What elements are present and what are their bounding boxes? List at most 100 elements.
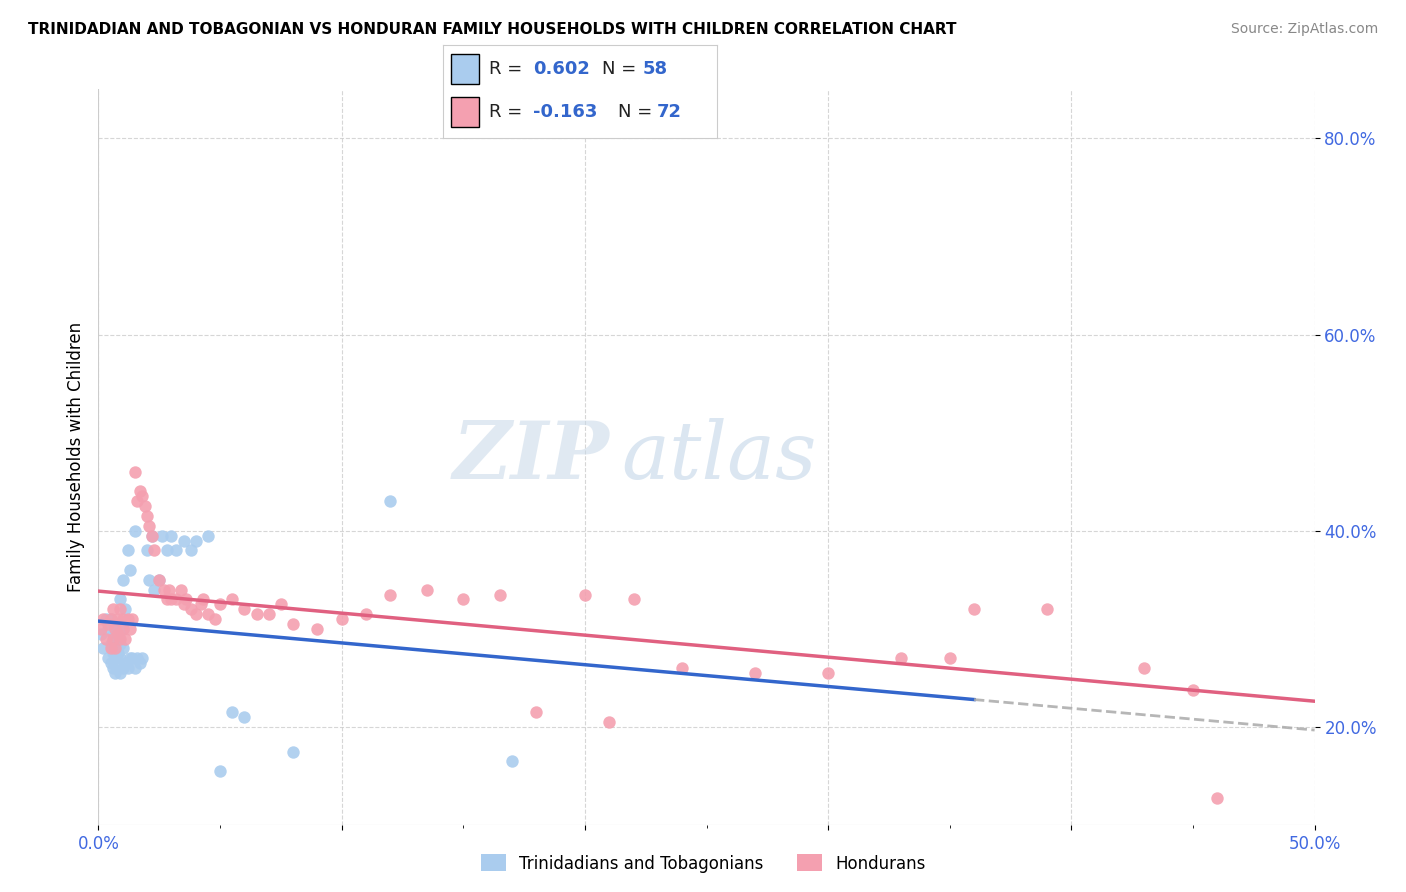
Point: [939, 651, 962, 665]
Point: [191, 592, 214, 607]
Point: [107, 632, 129, 646]
Point: [574, 587, 596, 601]
Point: [104, 622, 127, 636]
Text: 0.602: 0.602: [533, 60, 591, 78]
Point: [94, 612, 117, 626]
Point: [107, 646, 129, 660]
Point: [118, 651, 141, 665]
Point: [104, 641, 127, 656]
Point: [890, 651, 912, 665]
Point: [488, 587, 510, 601]
Point: [307, 622, 329, 636]
Point: [1036, 602, 1059, 616]
Point: [111, 622, 134, 636]
Point: [110, 632, 132, 646]
Point: [141, 528, 163, 542]
Point: [104, 665, 127, 680]
Point: [197, 528, 219, 542]
Point: [416, 582, 439, 597]
Point: [744, 665, 766, 680]
Point: [111, 622, 134, 636]
FancyBboxPatch shape: [451, 54, 478, 84]
Point: [281, 617, 304, 632]
Point: [209, 598, 232, 612]
Point: [184, 533, 207, 548]
Point: [121, 651, 143, 665]
Point: [101, 602, 124, 616]
Point: [160, 592, 183, 607]
Point: [155, 592, 177, 607]
Point: [524, 706, 547, 720]
Point: [150, 528, 173, 542]
Point: [117, 612, 139, 626]
Point: [1206, 790, 1229, 805]
Point: [170, 582, 193, 597]
Point: [380, 494, 402, 508]
Point: [281, 744, 304, 758]
Point: [110, 651, 132, 665]
Point: [101, 661, 124, 675]
Legend: Trinidadians and Tobagonians, Hondurans: Trinidadians and Tobagonians, Hondurans: [474, 847, 932, 880]
Point: [111, 573, 134, 587]
Point: [131, 651, 153, 665]
Point: [165, 592, 187, 607]
Text: 58: 58: [643, 60, 668, 78]
Point: [138, 519, 160, 533]
Point: [153, 582, 176, 597]
Point: [117, 543, 139, 558]
Point: [817, 665, 839, 680]
Point: [221, 706, 243, 720]
Point: [101, 632, 124, 646]
Point: [124, 524, 146, 538]
Point: [110, 665, 132, 680]
Text: 72: 72: [657, 103, 682, 121]
Point: [174, 592, 197, 607]
Point: [104, 651, 127, 665]
Point: [117, 661, 139, 675]
Point: [107, 617, 129, 632]
FancyBboxPatch shape: [451, 97, 478, 127]
Text: R =: R =: [489, 60, 529, 78]
Point: [136, 508, 159, 523]
Point: [671, 661, 693, 675]
Point: [380, 587, 402, 601]
Y-axis label: Family Households with Children: Family Households with Children: [66, 322, 84, 592]
Point: [127, 494, 149, 508]
Text: N =: N =: [602, 60, 643, 78]
Point: [136, 543, 159, 558]
Point: [1133, 661, 1156, 675]
Text: Source: ZipAtlas.com: Source: ZipAtlas.com: [1230, 22, 1378, 37]
Point: [160, 528, 183, 542]
Point: [180, 543, 202, 558]
Point: [91, 612, 114, 626]
Point: [107, 612, 129, 626]
Point: [118, 563, 141, 577]
Text: atlas: atlas: [621, 418, 817, 496]
Point: [354, 607, 377, 621]
Point: [107, 626, 129, 640]
Point: [101, 646, 124, 660]
Point: [110, 592, 132, 607]
Point: [97, 617, 120, 632]
Point: [623, 592, 645, 607]
Text: R =: R =: [489, 103, 529, 121]
Point: [165, 543, 187, 558]
Point: [330, 612, 353, 626]
Point: [110, 602, 132, 616]
Point: [114, 657, 136, 671]
Point: [91, 641, 114, 656]
Point: [190, 598, 212, 612]
Point: [121, 612, 143, 626]
Point: [180, 602, 202, 616]
Point: [114, 632, 136, 646]
Point: [127, 651, 149, 665]
Text: -0.163: -0.163: [533, 103, 598, 121]
Point: [270, 598, 292, 612]
Point: [155, 543, 177, 558]
Point: [97, 622, 120, 636]
Point: [143, 543, 166, 558]
Point: [100, 612, 122, 626]
Point: [128, 657, 150, 671]
Point: [221, 592, 243, 607]
Text: TRINIDADIAN AND TOBAGONIAN VS HONDURAN FAMILY HOUSEHOLDS WITH CHILDREN CORRELATI: TRINIDADIAN AND TOBAGONIAN VS HONDURAN F…: [28, 22, 956, 37]
